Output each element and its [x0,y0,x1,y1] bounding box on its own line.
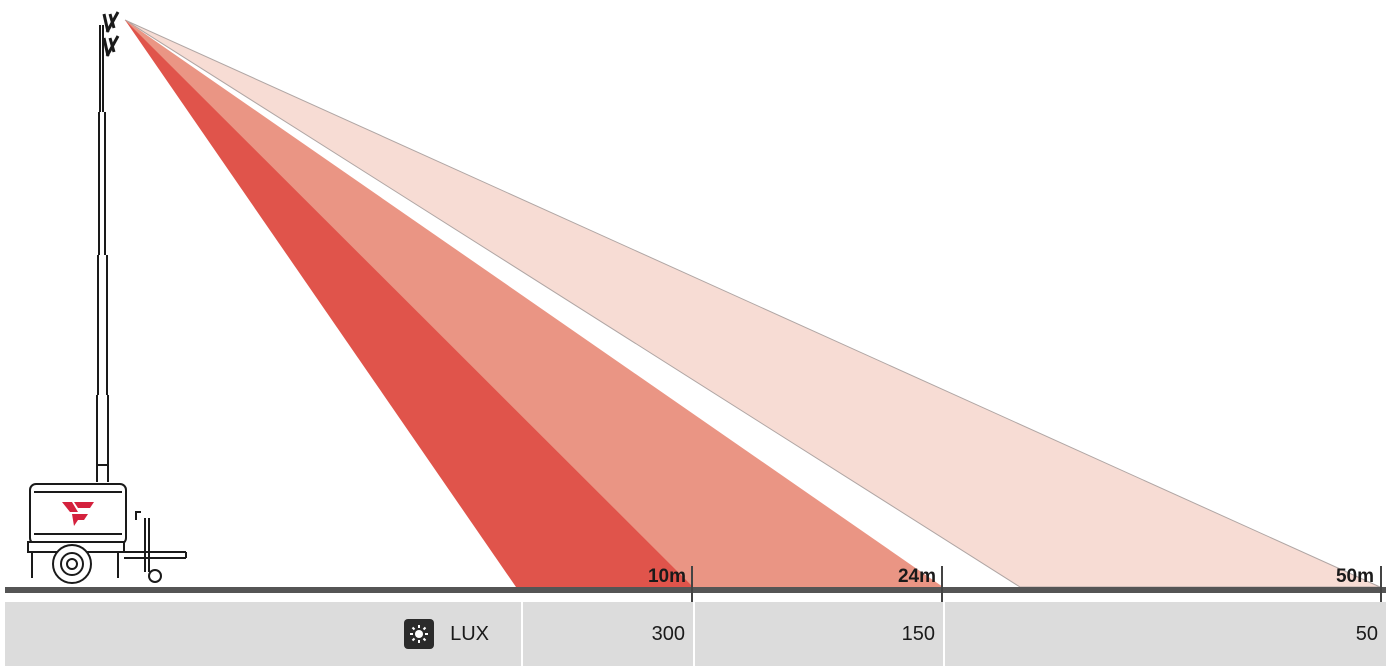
lux-table: LUX 300 150 50 [5,602,1386,666]
sun-icon [404,619,435,649]
lux-value-24m: 150 [901,622,935,645]
lamp-head-icon [102,11,120,57]
beam-zone-300-lux [125,20,693,587]
light-tower-illustration [27,11,187,584]
lux-separator [521,602,523,666]
distance-tick-10m [691,566,693,602]
distance-tick-24m [941,566,943,602]
distance-label-50m: 50m [1336,566,1374,587]
lux-label: LUX [450,622,489,645]
distance-label-24m: 24m [898,566,936,587]
distance-tick-50m [1380,566,1382,602]
lux-separator [693,602,695,666]
beam-zone-150-lux [125,20,943,587]
brand-logo [62,502,94,526]
lux-value-10m: 300 [651,622,685,645]
lux-value-50m: 50 [1355,622,1378,645]
ground-line [5,587,1386,593]
lux-separator [943,602,945,666]
lux-header: LUX [5,602,521,666]
distance-label-10m: 10m [648,566,686,587]
